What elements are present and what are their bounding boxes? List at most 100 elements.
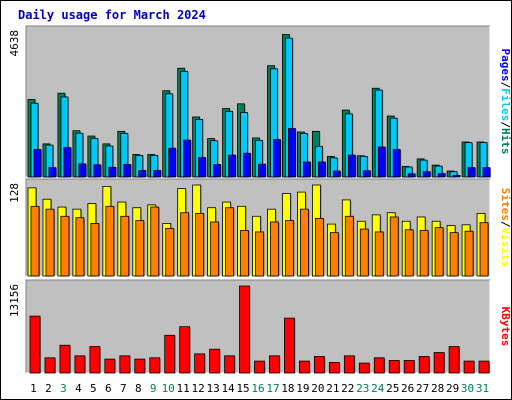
bar-sites-day-7 bbox=[120, 215, 130, 277]
bar-kbytes-day-11 bbox=[179, 326, 191, 374]
legend-pages: Pages bbox=[499, 49, 512, 82]
legend-kbytes: KBytes bbox=[499, 307, 512, 347]
x-tick-label-13: 13 bbox=[206, 382, 219, 395]
panel-max-label: 4638 bbox=[8, 30, 21, 57]
bar-sites-day-3 bbox=[60, 215, 70, 277]
bar-sites-day-4 bbox=[75, 217, 85, 277]
x-tick-label-10: 10 bbox=[162, 382, 175, 395]
bar-sites-day-2 bbox=[45, 208, 55, 277]
bar-kbytes-day-28 bbox=[433, 352, 445, 374]
bar-sites-day-20 bbox=[314, 218, 324, 277]
bar-sites-day-12 bbox=[195, 213, 205, 277]
bar-kbytes-day-27 bbox=[418, 356, 430, 374]
bar-pages-day-8 bbox=[138, 170, 147, 178]
bar-pages-day-12 bbox=[198, 157, 207, 178]
bar-kbytes-day-30 bbox=[463, 360, 475, 374]
bar-pages-day-19 bbox=[303, 161, 311, 178]
panel-legend: KBytes bbox=[499, 307, 512, 347]
panel-background bbox=[25, 279, 491, 374]
x-tick-label-28: 28 bbox=[431, 382, 444, 395]
panel-kbytes: 13156 KBytes bbox=[8, 279, 512, 374]
legend-visits: Visits bbox=[499, 228, 512, 268]
bar-pages-day-11 bbox=[183, 139, 192, 178]
bar-kbytes-day-18 bbox=[284, 317, 295, 374]
x-tick-label-22: 22 bbox=[341, 382, 354, 395]
x-tick-label-9: 9 bbox=[150, 382, 157, 395]
bar-kbytes-day-15 bbox=[239, 285, 250, 374]
bar-sites-day-1 bbox=[30, 205, 40, 277]
series-pages bbox=[33, 128, 492, 178]
bar-pages-day-21 bbox=[332, 170, 341, 178]
x-tick-label-15: 15 bbox=[236, 382, 249, 395]
bar-sites-day-13 bbox=[210, 221, 220, 277]
bar-kbytes-day-12 bbox=[194, 353, 206, 374]
legend-files: Files bbox=[499, 88, 512, 121]
bar-sites-day-22 bbox=[344, 215, 354, 277]
panel-max-label: 13156 bbox=[8, 284, 21, 317]
bar-sites-day-16 bbox=[255, 231, 264, 277]
bar-pages-day-31 bbox=[482, 167, 491, 178]
x-tick-label-12: 12 bbox=[192, 382, 205, 395]
legend-hits: Hits bbox=[499, 128, 512, 155]
bar-sites-day-6 bbox=[105, 205, 115, 277]
bar-kbytes-day-31 bbox=[478, 360, 490, 374]
bar-kbytes-day-16 bbox=[254, 360, 265, 374]
x-tick-label-21: 21 bbox=[326, 382, 339, 395]
x-tick-label-8: 8 bbox=[135, 382, 142, 395]
x-tick-label-4: 4 bbox=[75, 382, 82, 395]
bar-sites-day-28 bbox=[434, 227, 444, 277]
bar-kbytes-day-6 bbox=[104, 358, 116, 374]
x-tick-label-7: 7 bbox=[120, 382, 127, 395]
bar-pages-day-2 bbox=[48, 167, 57, 178]
bar-pages-day-10 bbox=[168, 147, 177, 178]
bar-pages-day-18 bbox=[288, 128, 296, 178]
bar-sites-day-31 bbox=[479, 222, 489, 277]
x-tick-label-30: 30 bbox=[461, 382, 474, 395]
bar-sites-day-9 bbox=[150, 206, 160, 277]
series-files bbox=[30, 37, 489, 178]
bar-kbytes-day-23 bbox=[358, 362, 370, 374]
bar-kbytes-day-3 bbox=[59, 344, 71, 374]
x-tick-label-18: 18 bbox=[281, 382, 294, 395]
bar-pages-day-16 bbox=[258, 163, 266, 178]
bar-pages-day-30 bbox=[467, 167, 476, 178]
bar-pages-day-17 bbox=[273, 139, 281, 178]
bar-sites-day-26 bbox=[404, 229, 414, 277]
bar-pages-day-13 bbox=[213, 164, 222, 178]
bar-sites-day-8 bbox=[135, 220, 145, 277]
bar-kbytes-day-22 bbox=[343, 355, 355, 374]
series-sites bbox=[30, 205, 490, 277]
x-tick-label-27: 27 bbox=[416, 382, 429, 395]
bar-kbytes-day-4 bbox=[74, 355, 86, 374]
bar-pages-day-26 bbox=[407, 173, 416, 178]
panel-legend: Pages/Files/Hits bbox=[499, 49, 512, 155]
bar-pages-day-29 bbox=[452, 175, 461, 178]
bar-pages-day-9 bbox=[153, 170, 162, 178]
bar-sites-day-23 bbox=[359, 228, 369, 277]
bar-kbytes-day-7 bbox=[119, 355, 131, 374]
x-tick-label-11: 11 bbox=[177, 382, 190, 395]
bar-sites-day-5 bbox=[90, 222, 100, 277]
bar-pages-day-24 bbox=[377, 146, 386, 178]
bar-kbytes-day-29 bbox=[448, 346, 460, 374]
bar-pages-day-27 bbox=[422, 171, 431, 178]
bar-kbytes-day-2 bbox=[44, 357, 56, 374]
bar-kbytes-day-8 bbox=[134, 358, 146, 374]
x-tick-label-16: 16 bbox=[251, 382, 264, 395]
panel-visits-sites: 128 Sites/Visits bbox=[8, 178, 512, 277]
bar-sites-day-18 bbox=[285, 220, 294, 277]
bar-kbytes-day-26 bbox=[403, 360, 415, 374]
bar-pages-day-4 bbox=[78, 163, 87, 178]
bar-kbytes-day-9 bbox=[149, 357, 161, 374]
bar-pages-day-14 bbox=[228, 154, 236, 178]
bar-pages-day-20 bbox=[317, 161, 326, 178]
bar-pages-day-3 bbox=[63, 147, 72, 178]
bar-pages-day-6 bbox=[108, 166, 117, 178]
bar-pages-day-25 bbox=[392, 149, 401, 178]
bar-kbytes-day-5 bbox=[89, 346, 101, 374]
chart-title: Daily usage for March 2024 bbox=[18, 8, 206, 22]
bar-kbytes-day-1 bbox=[29, 315, 41, 374]
bar-pages-day-1 bbox=[33, 149, 42, 178]
x-tick-label-1: 1 bbox=[30, 382, 37, 395]
legend-sites: Sites bbox=[499, 188, 512, 221]
